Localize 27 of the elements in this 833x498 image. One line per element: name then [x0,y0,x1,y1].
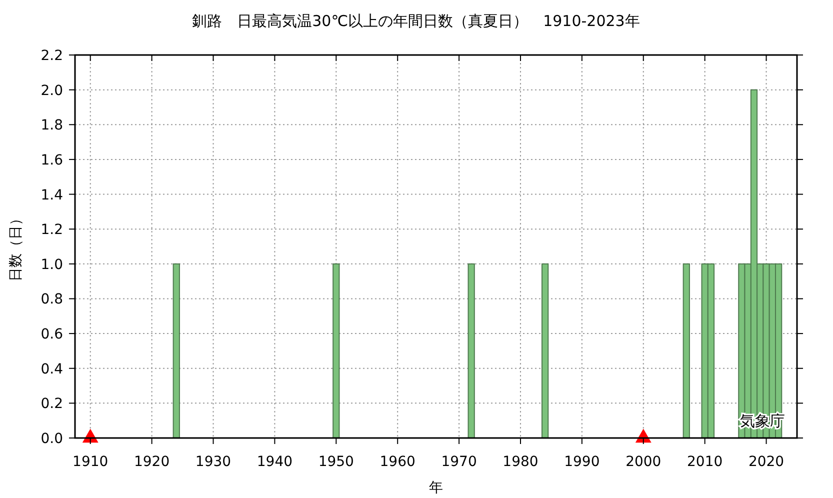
x-tick-label: 1970 [441,454,477,470]
y-tick-label: 1.0 [40,256,63,273]
y-axis-title: 日数（日） [8,212,24,282]
y-tick-label: 1.2 [40,222,63,238]
x-axis-title: 年 [429,480,443,496]
y-tick-label: 0.0 [40,431,63,447]
y-tick-label: 0.4 [40,361,64,378]
chart-title: 釧路 日最高気温30℃以上の年間日数（真夏日） 1910-2023年 [192,12,640,30]
x-tick-label: 2000 [626,454,662,470]
y-tick-label: 1.4 [40,187,64,204]
y-tick-label: 2.0 [40,82,63,99]
y-tick-label: 2.2 [40,48,63,64]
x-tick-label: 1950 [318,454,354,470]
y-tick-label: 1.6 [40,152,64,168]
x-tick-label: 2010 [687,454,723,470]
x-tick-label: 1940 [256,454,293,470]
x-tick-label: 1980 [502,454,538,470]
x-tick-label: 1930 [195,454,232,470]
x-tick-label: 1910 [72,454,108,470]
y-tick-label: 0.8 [40,292,63,308]
x-tick-label: 1960 [380,454,416,470]
y-tick-label: 0.6 [40,326,64,343]
y-tick-label: 0.2 [40,396,63,412]
x-tick-label: 1990 [564,454,600,470]
y-tick-label: 1.8 [40,118,63,134]
x-tick-label: 2020 [748,454,784,470]
x-tick-label: 1920 [134,454,170,470]
